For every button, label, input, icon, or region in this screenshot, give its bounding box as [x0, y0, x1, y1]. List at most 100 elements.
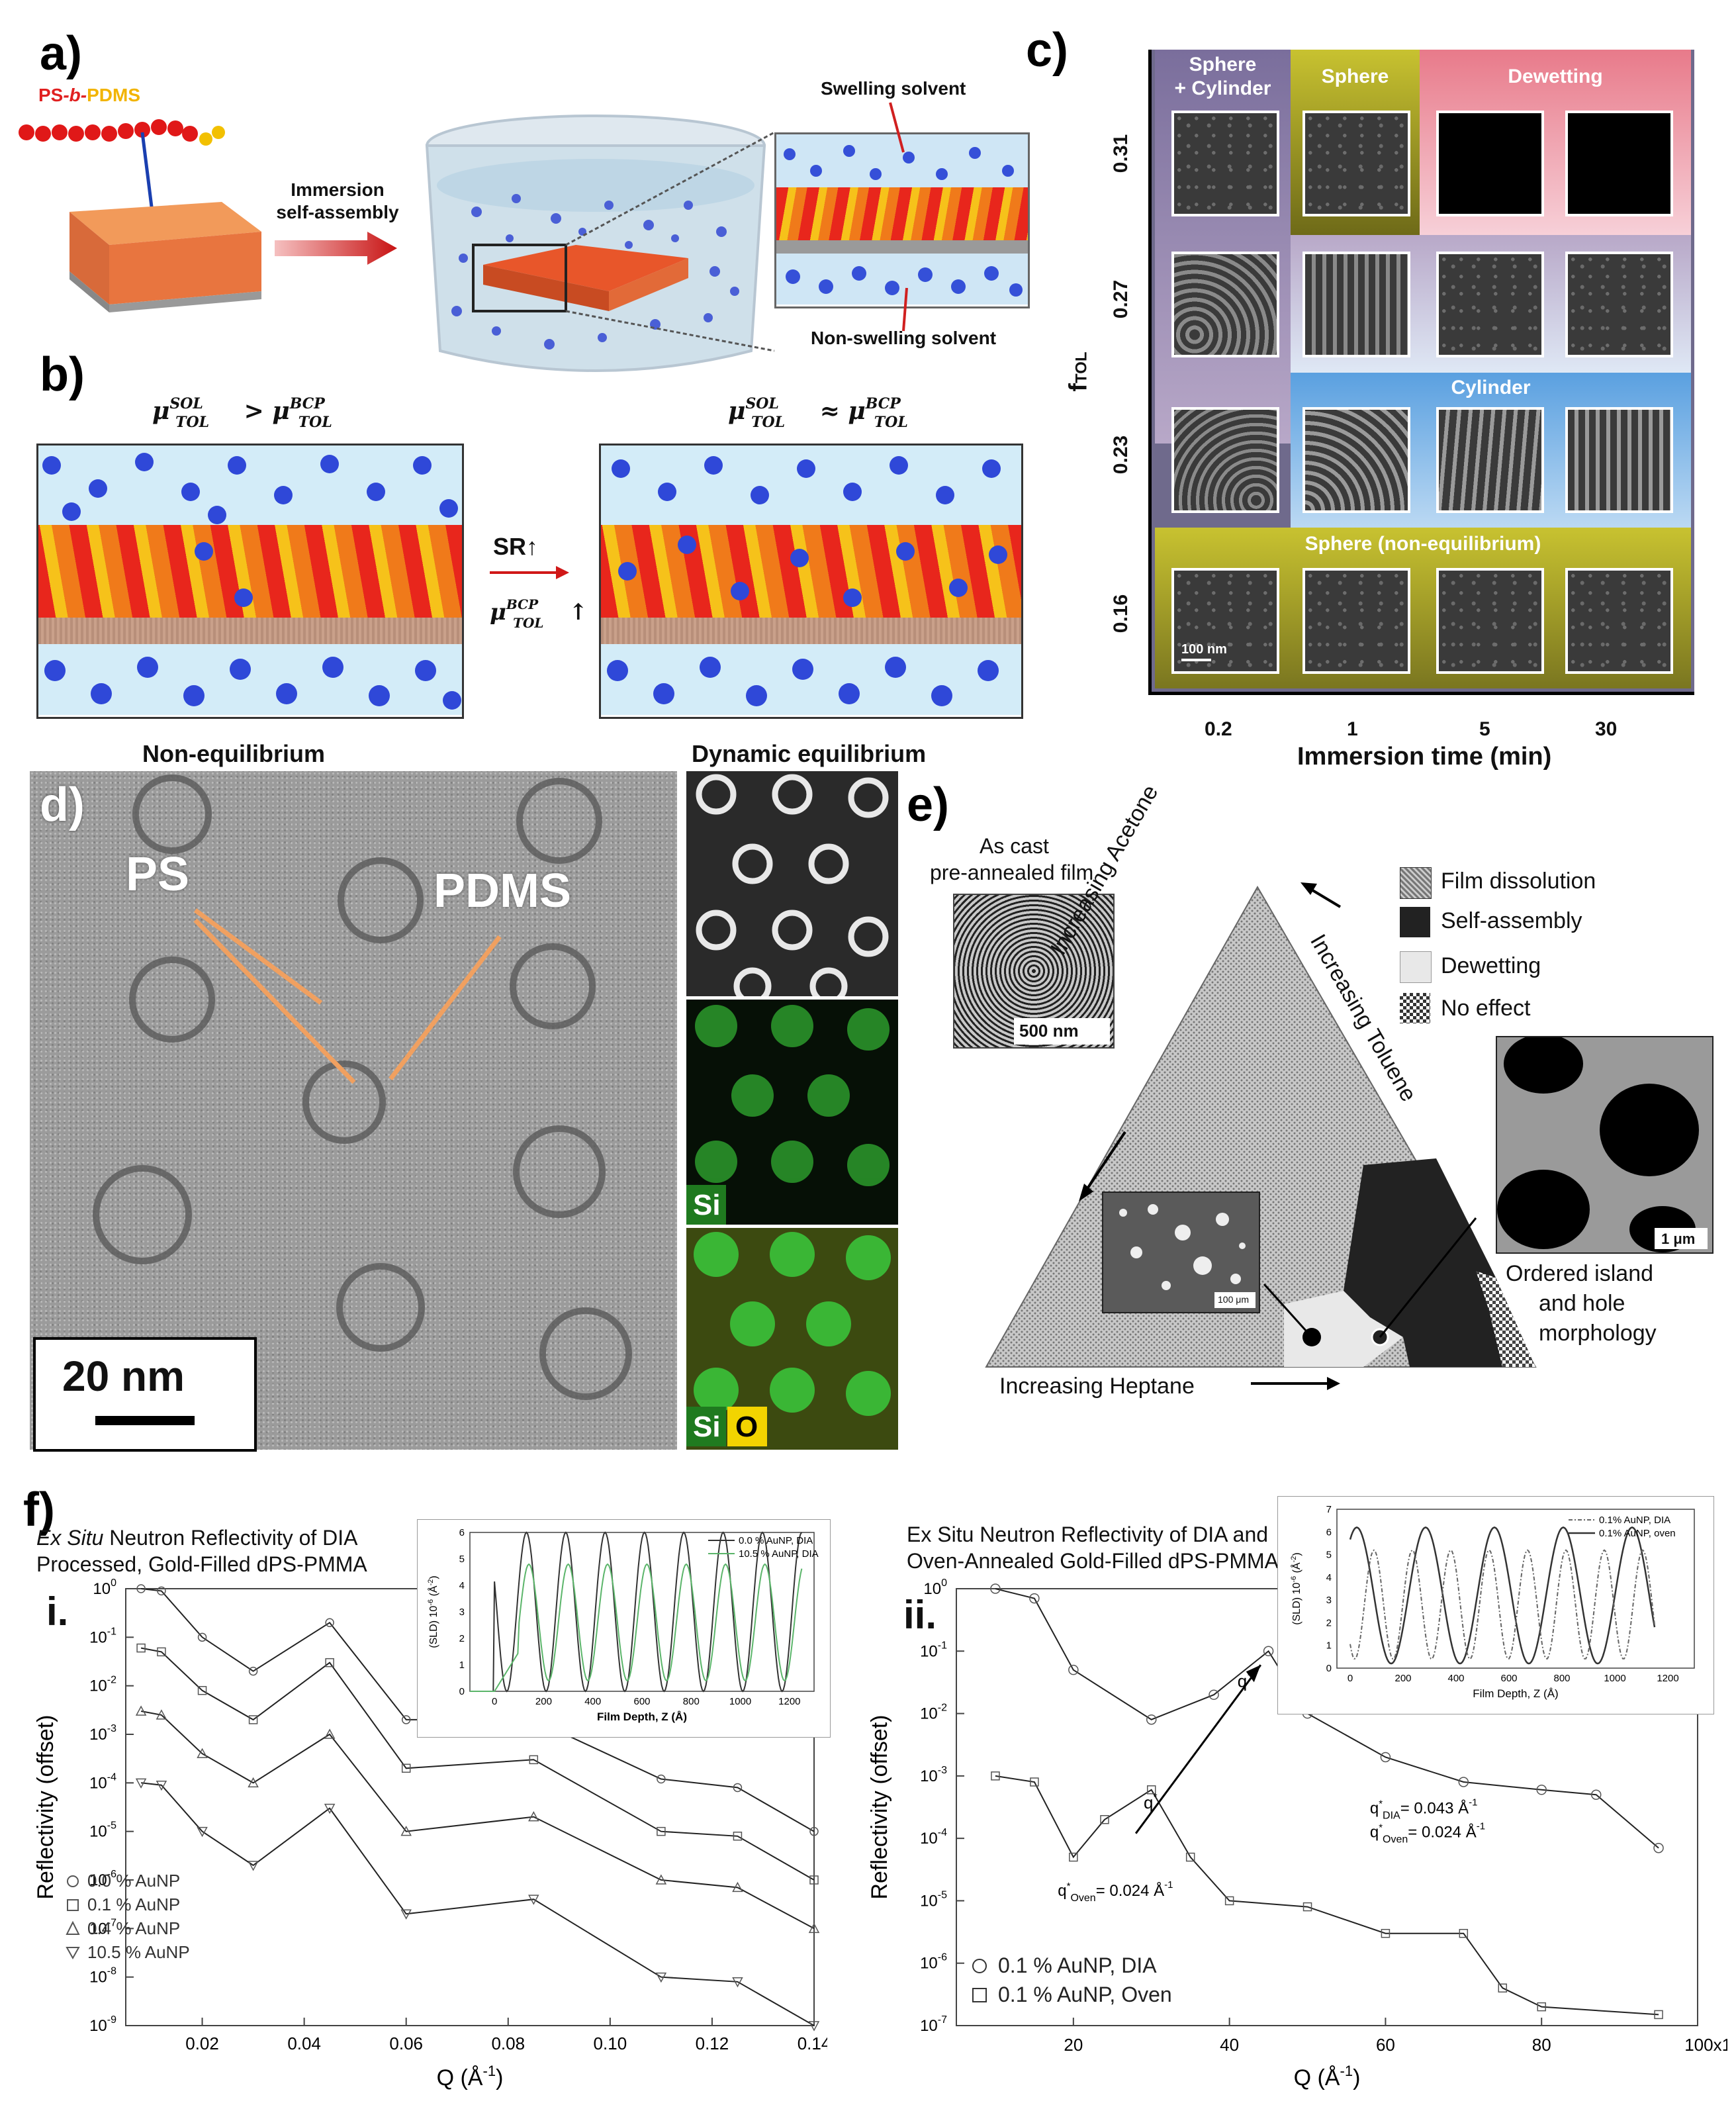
swelling-solvent-label: Swelling solvent	[821, 78, 966, 99]
fi-legend-marker	[66, 1947, 80, 1960]
fii-ytick-label: 10-2	[920, 1703, 947, 1723]
sem-016-5	[1436, 568, 1544, 674]
fii-xlabel-exp: -1	[1340, 2063, 1353, 2079]
fi-inset-xtick: 1200	[778, 1696, 800, 1707]
fii-point	[1537, 2002, 1546, 2012]
ordered-3: morphology	[1539, 1321, 1657, 1346]
mu-sym3: μ	[728, 397, 746, 425]
fi-inset-ylabel-exp: -6	[427, 1599, 435, 1606]
fi-inset-legend-0: 0.0 % AuNP, DIA	[739, 1535, 813, 1546]
fii-qoven2-text: q*Oven= 0.024 Å-1	[1058, 1879, 1173, 1904]
fi-xtick-label: 0.08	[491, 2034, 525, 2053]
bcp-sup: BCP	[289, 395, 325, 412]
d-right-title: Dynamic equilibrium	[692, 740, 927, 767]
si-dots	[695, 1005, 890, 1186]
film-left-bcp-bubbles	[195, 542, 253, 607]
fii-qoven2-sup: *	[1067, 1881, 1071, 1892]
legend-swatch-self-assembly	[1400, 907, 1430, 937]
fi-ytick-exp: 0	[111, 1577, 116, 1589]
panel-b-label: b)	[40, 348, 85, 401]
fi-ytick-label: 10-5	[89, 1820, 116, 1841]
fi-xtick-label: 0.06	[389, 2034, 423, 2053]
ytick-016: 0.16	[1110, 594, 1132, 633]
film-left-bottom-bubbles	[44, 657, 461, 710]
o-tag: O	[727, 1407, 767, 1446]
panel-c-label: c)	[1026, 24, 1069, 77]
legend-e: Film dissolution Self-assembly Dewetting…	[1400, 861, 1678, 1033]
fi-point	[324, 1803, 336, 1814]
sem-023-02	[1171, 407, 1279, 513]
nonswelling-solvent-label: Non-swelling solvent	[811, 328, 997, 348]
sol-sup: SOL	[169, 395, 203, 412]
sld-inset-ii: 0 200 400 600 800 1000 1200 0 1 2 3 4 5 6 7 Film Depth,…	[1277, 1496, 1714, 1714]
sem-027-30	[1565, 252, 1673, 357]
fii-inset-ytick: 5	[1326, 1550, 1332, 1561]
fi-point	[248, 1861, 259, 1871]
as-cast-1: As cast	[980, 834, 1049, 858]
fi-point	[655, 1972, 667, 1983]
fii-inset-xtick: 1200	[1657, 1673, 1678, 1684]
legend-swatch-dewetting	[1400, 951, 1432, 983]
c-ylabel-f: f	[1064, 383, 1093, 392]
si-o-dots	[694, 1232, 891, 1416]
fii-point	[1653, 1842, 1664, 1853]
mu-sym: μ	[152, 397, 170, 425]
fi-inset-legend-1: 10.5 % AuNP, DIA	[739, 1548, 819, 1560]
fi-ytick-exp: -5	[107, 1820, 116, 1832]
immersion-arrow	[275, 232, 397, 265]
sem-023-30	[1565, 407, 1673, 513]
approx-sym: ≈	[819, 397, 840, 425]
bcp-sup2: BCP	[865, 395, 901, 412]
fi-ytick-label: 10-1	[89, 1626, 116, 1646]
fi-ytick-label: 10-2	[89, 1675, 116, 1695]
fi-inset-xtick: 600	[633, 1696, 650, 1707]
tem-micelles	[93, 774, 632, 1400]
fii-series-line-1	[995, 1775, 1659, 2016]
fi-point	[248, 1715, 258, 1724]
fii-point	[990, 1583, 1001, 1594]
fii-inset-xtick: 600	[1500, 1673, 1517, 1684]
scale-100nm: 100 nm	[1181, 642, 1227, 657]
fii-point	[1069, 1852, 1078, 1862]
fi-legend-marker	[67, 1875, 79, 1887]
fii-xlabel: Q (Å-1)	[1294, 2063, 1361, 2090]
hdr-sphere-noneq: Sphere (non-equilibrium)	[1304, 533, 1541, 555]
fii-inset-ylabel-close: )	[1291, 1552, 1302, 1556]
fi-series-line-0	[140, 1588, 815, 1832]
fi-point	[401, 1763, 411, 1773]
fii-xtick-label: 20	[1064, 2035, 1083, 2055]
fi-point	[401, 1715, 411, 1724]
fii-ytick-label: 10-7	[920, 2014, 947, 2035]
fi-point	[136, 1584, 146, 1593]
fii-inset-ytick: 0	[1326, 1663, 1332, 1674]
fii-inset-ytick: 6	[1326, 1526, 1332, 1538]
fi-point	[657, 1774, 666, 1784]
fii-ytick-label: 100	[923, 1577, 947, 1598]
fii-point	[1380, 1752, 1391, 1763]
si-tag-text: Si	[693, 1189, 721, 1221]
fi-inset-ytick: 4	[459, 1580, 465, 1591]
sem-027-1	[1302, 252, 1410, 357]
fi-ytick-label: 100	[93, 1577, 116, 1598]
mu-up-sym: μ	[490, 599, 506, 626]
hdr-dewetting: Dewetting	[1508, 66, 1603, 87]
as-cast-2: pre-annealed film	[930, 861, 1094, 884]
sem-031-30	[1565, 111, 1673, 216]
c-ylabel: fTOL	[1065, 352, 1093, 391]
fii-qstar-dia-sup: *	[1247, 1671, 1251, 1682]
sem-031-5	[1436, 111, 1544, 216]
fii-shift-arrow	[1134, 1664, 1261, 1834]
hdr-cylinder: Cylinder	[1451, 377, 1531, 398]
fii-ytick-label: 10-5	[920, 1889, 947, 1910]
fii-legend-marker	[972, 1988, 987, 2002]
c-xlabel: Immersion time (min)	[1297, 743, 1552, 771]
fii-qstar-oven-sup: *	[1153, 1792, 1157, 1803]
swelling-pointer	[889, 102, 905, 153]
fi-point	[733, 1832, 743, 1841]
swelling-bubbles	[784, 145, 1014, 180]
tol-sub3: TOL	[751, 414, 786, 431]
film-left-top-bubbles	[42, 453, 458, 524]
island-holes	[1497, 1034, 1699, 1252]
xtick-5: 5	[1479, 718, 1490, 740]
dewet-droplets	[1119, 1204, 1246, 1290]
